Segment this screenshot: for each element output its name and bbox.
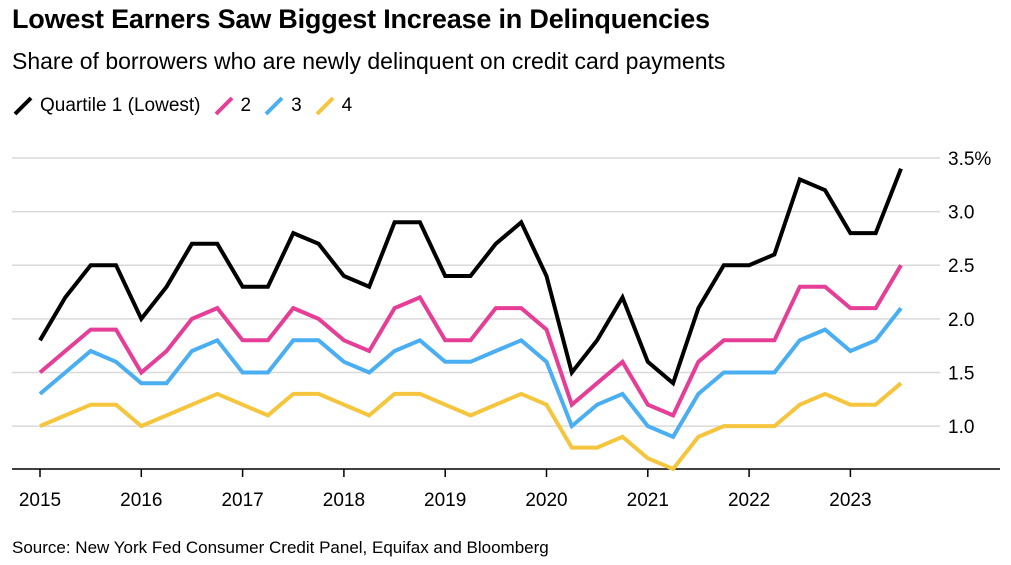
- y-tick-label-1: 1.0: [948, 417, 974, 438]
- legend-label-quartile-4: 4: [341, 95, 353, 116]
- legend-swatch-quartile-2: [214, 96, 233, 116]
- legend-item-quartile-1: Quartile 1 (Lowest): [12, 95, 201, 117]
- x-axis: [12, 468, 1000, 477]
- legend-label-quartile-3: 3: [291, 95, 302, 116]
- chart-subtitle: Share of borrowers who are newly delinqu…: [12, 48, 726, 74]
- legend-item-quartile-4: 4: [314, 95, 353, 117]
- y-tick-label-2: 2.0: [948, 310, 974, 331]
- x-tick-label-2020: 2020: [525, 490, 567, 511]
- y-tick-label-2-5: 2.5: [948, 256, 974, 277]
- legend-swatch-quartile-4: [315, 96, 335, 116]
- legend-item-quartile-2: 2: [213, 95, 252, 117]
- legend-item-quartile-3: 3: [263, 95, 302, 117]
- x-axis-labels: 2015 2016 2017 2018 2019 2020 2021 2022 2023: [19, 490, 872, 511]
- legend-label-quartile-2: 2: [240, 95, 252, 116]
- x-tick-label-2018: 2018: [323, 490, 365, 511]
- x-tick-label-2017: 2017: [221, 490, 263, 511]
- series-line-1: [38, 167, 903, 387]
- x-tick-label-2021: 2021: [627, 490, 669, 511]
- legend-swatch-quartile-3: [264, 96, 284, 116]
- legend: Quartile 1 (Lowest) 2 3 4: [12, 92, 364, 120]
- legend-swatch-quartile-1: [13, 96, 33, 116]
- series-line-4: [39, 381, 903, 472]
- series-line-3: [38, 306, 903, 440]
- y-tick-label-3: 3.0: [948, 203, 974, 224]
- y-tick-label-3-5: 3.5%: [948, 149, 991, 170]
- x-tick-label-2019: 2019: [424, 490, 466, 511]
- source-note: Source: New York Fed Consumer Credit Pan…: [12, 538, 549, 557]
- series-lines: [38, 167, 903, 472]
- chart-title: Lowest Earners Saw Biggest Increase in D…: [12, 4, 710, 34]
- x-tick-label-2015: 2015: [19, 490, 61, 511]
- x-tick-label-2023: 2023: [829, 490, 871, 511]
- x-tick-label-2022: 2022: [728, 490, 770, 511]
- y-axis-labels: 1.0 1.5 2.0 2.5 3.0 3.5%: [948, 149, 991, 438]
- gridlines: [12, 157, 940, 427]
- legend-label-quartile-1: Quartile 1 (Lowest): [40, 95, 201, 116]
- x-tick-label-2016: 2016: [120, 490, 162, 511]
- y-tick-label-1-5: 1.5: [948, 363, 974, 384]
- series-line-2: [38, 264, 903, 418]
